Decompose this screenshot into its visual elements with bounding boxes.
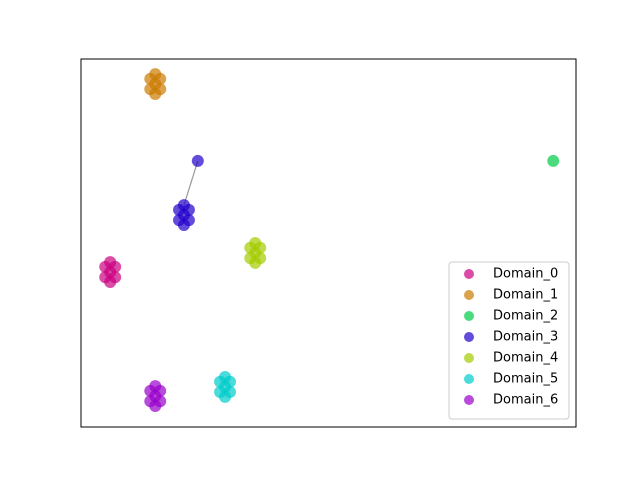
legend-marker [464,395,474,405]
point [173,214,186,227]
legend-label: Domain_5 [493,372,558,387]
point [182,203,195,216]
point [144,395,157,408]
point [244,252,257,265]
legend-box [448,261,570,420]
legend-marker [464,353,474,363]
point [223,386,236,399]
point [244,241,257,254]
point [191,154,204,167]
point [99,260,112,273]
point [154,395,167,408]
legend-label: Domain_1 [493,288,558,303]
point [254,241,267,254]
plot-frame [80,58,577,428]
legend-marker [464,290,474,300]
legend-marker [464,269,474,279]
point [214,386,227,399]
point [223,375,236,388]
point [154,384,167,397]
point [182,214,195,227]
legend-label: Domain_3 [493,330,558,345]
point [99,271,112,284]
point [254,252,267,265]
point [144,83,157,96]
point [547,154,560,167]
legend-label: Domain_0 [493,267,558,282]
point [154,72,167,85]
legend-label: Domain_6 [493,393,558,408]
legend-label: Domain_2 [493,309,558,324]
point [214,375,227,388]
legend-marker [464,374,474,384]
legend-label: Domain_4 [493,351,558,366]
legend-marker [464,311,474,321]
point [173,203,186,216]
point [144,72,157,85]
point [154,83,167,96]
point [144,384,157,397]
link-line [183,160,199,206]
point [109,260,122,273]
legend-marker [464,332,474,342]
point [109,271,122,284]
